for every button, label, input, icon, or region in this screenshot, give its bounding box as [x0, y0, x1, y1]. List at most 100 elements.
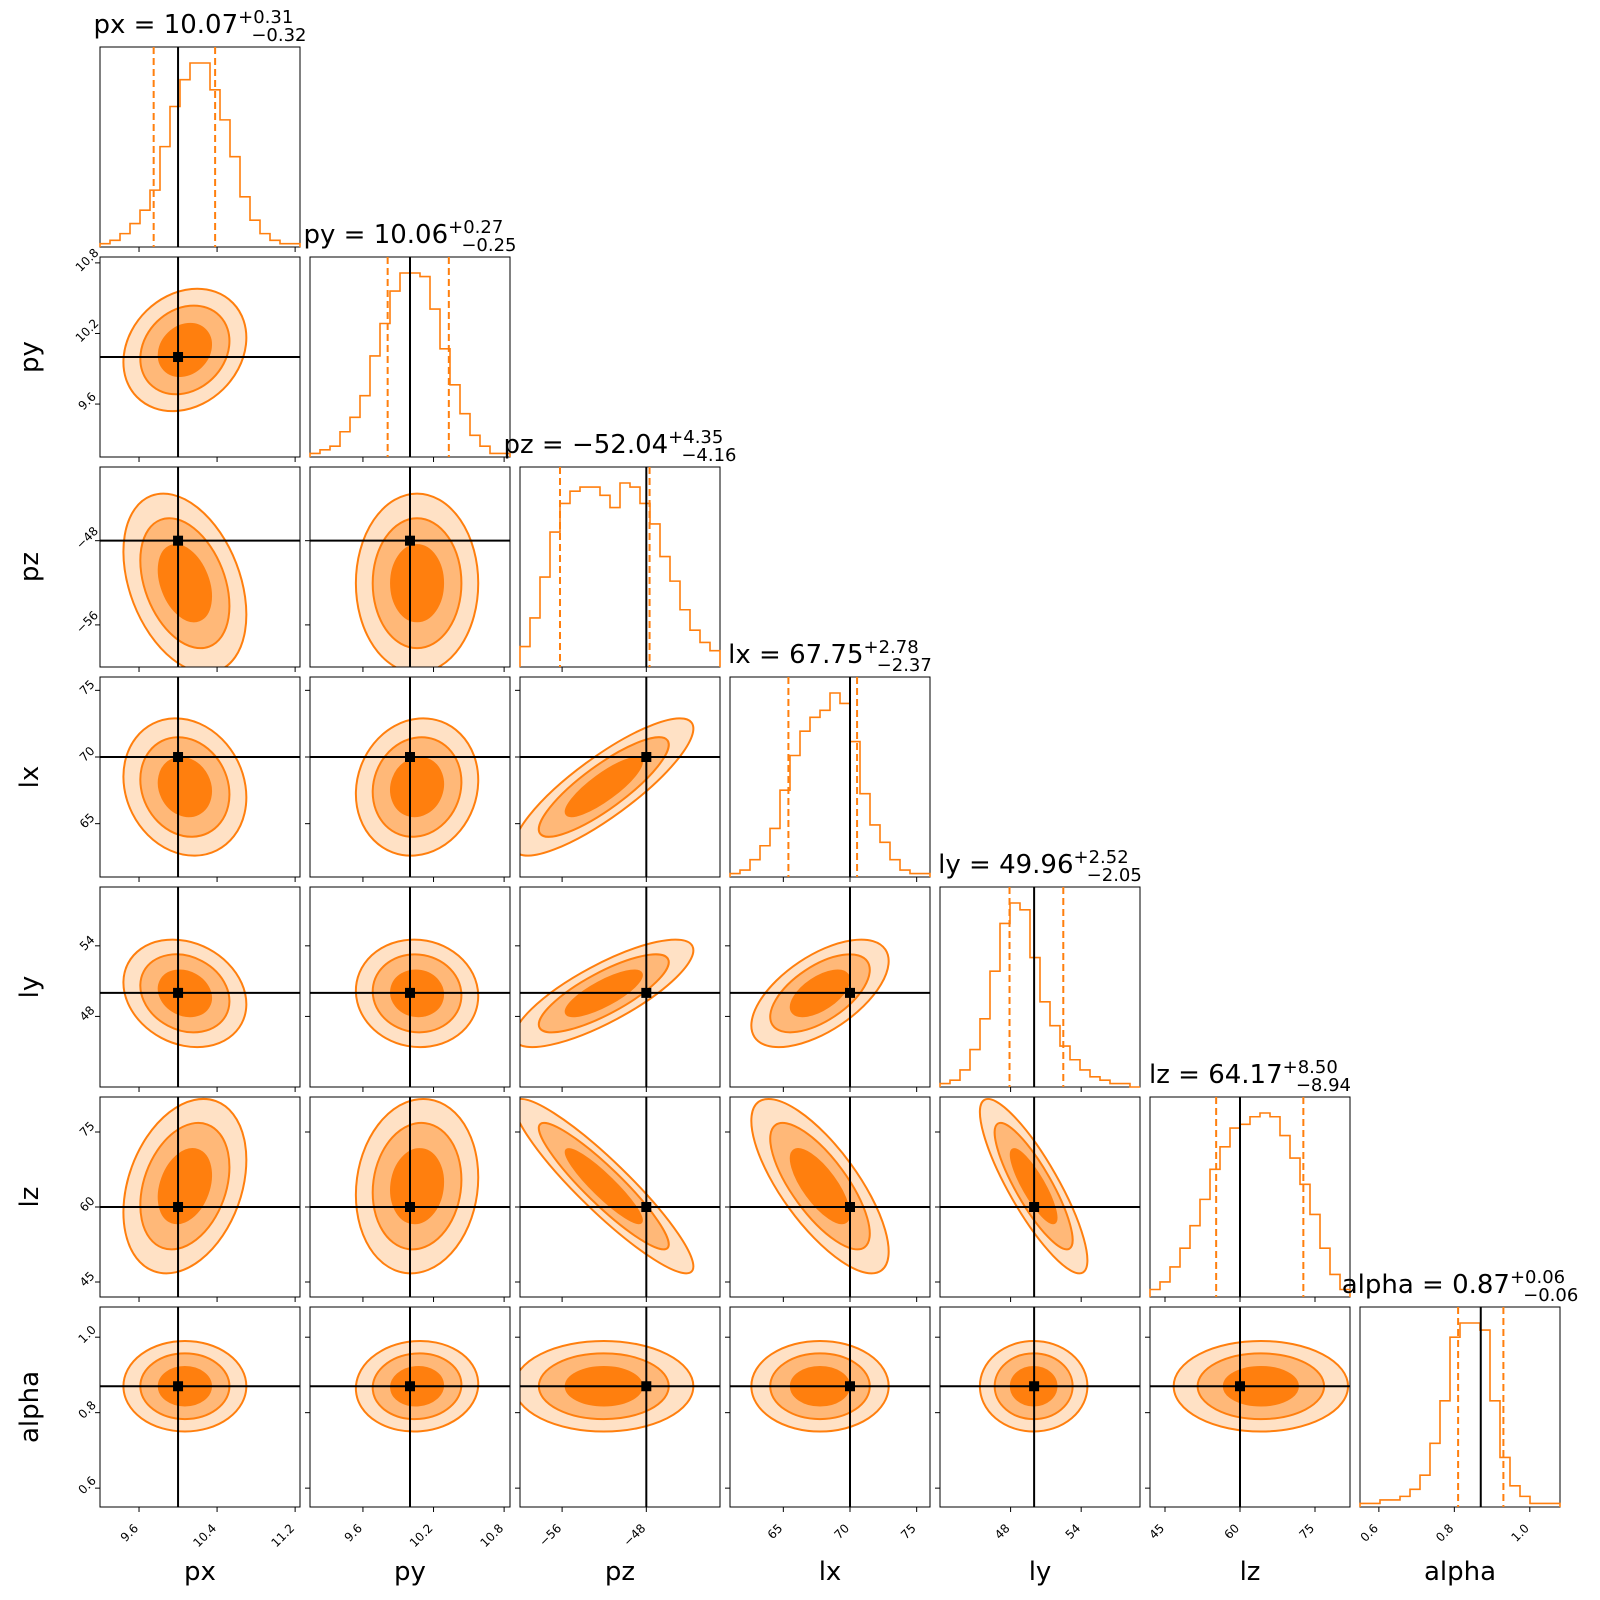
contour-level-3	[157, 756, 213, 818]
y-axis-label-pz: pz	[15, 552, 45, 582]
title-plus: +8.50	[1283, 1057, 1338, 1078]
hist-title-ly: ly = 49.96+2.52 −2.05	[938, 847, 1142, 886]
x-axis-label-lz: lz	[1240, 1557, 1261, 1587]
x-axis-label-pz: pz	[605, 1557, 635, 1587]
contour-level-3	[157, 544, 213, 623]
panel-frame	[99, 466, 301, 668]
x-tick-label: 75	[1296, 1521, 1317, 1542]
y-tick-label: 45	[77, 1269, 98, 1290]
panel-ly-vs-py	[305, 886, 511, 1092]
title-minus: −0.25	[461, 235, 516, 256]
hist-panel-pz: pz = −52.04+4.35 −4.16	[503, 427, 737, 672]
x-tick-label: 60	[1221, 1521, 1242, 1542]
y-tick-label: 9.6	[75, 390, 98, 413]
y-tick-label: −56	[73, 608, 101, 636]
hist-panel-py: py = 10.06+0.27 −0.25	[304, 217, 516, 462]
y-tick-label: 65	[77, 810, 98, 831]
histogram-py	[309, 272, 511, 457]
title-main: lz = 64.17	[1149, 1060, 1283, 1090]
hist-panel-alpha: 0.6 0.8 1.0 alpha = 0.87+0.06 −0.06	[1342, 1267, 1579, 1545]
x-tick-label: 10.4	[190, 1521, 219, 1550]
x-tick-label: 48	[992, 1521, 1013, 1542]
y-tick-label: 0.8	[75, 1398, 98, 1421]
panel-lz-vs-px: 45 60 75	[77, 1096, 301, 1302]
hist-title-px: px = 10.07+0.31 −0.32	[94, 7, 307, 46]
truth-marker	[405, 987, 415, 998]
contour-level-3	[564, 1148, 643, 1225]
y-axis-label-alpha: alpha	[15, 1371, 45, 1443]
panel-frame	[1149, 1306, 1351, 1508]
title-main: ly = 49.96	[938, 850, 1073, 880]
histogram-alpha	[1359, 1322, 1561, 1507]
title-minus: −2.37	[877, 655, 932, 676]
x-tick-label: 9.6	[118, 1521, 141, 1544]
y-tick-label: 10.8	[73, 246, 102, 275]
truth-marker	[641, 752, 652, 762]
panel-frame	[729, 1306, 931, 1508]
panel-lx-vs-py	[305, 676, 511, 882]
panel-ly-vs-px: 48 54	[77, 886, 301, 1092]
truth-marker	[1029, 1202, 1040, 1212]
y-tick-label: 54	[77, 933, 98, 954]
truth-marker	[405, 1381, 415, 1392]
y-tick-label: 60	[77, 1194, 98, 1215]
title-minus: −2.05	[1087, 865, 1142, 886]
contour-level-3	[789, 1148, 851, 1225]
panel-frame	[309, 1306, 511, 1508]
x-tick-label: 9.6	[342, 1521, 365, 1544]
truth-marker	[641, 1202, 652, 1212]
y-axis-label-py: py	[15, 341, 45, 373]
x-tick-label: 54	[1063, 1521, 1084, 1542]
panel-frame	[939, 1306, 1141, 1508]
panel-frame	[99, 676, 301, 878]
x-tick-label: 10.8	[477, 1521, 506, 1550]
panel-ly-vs-lx	[725, 886, 931, 1092]
hist-title-lz: lz = 64.17+8.50 −8.94	[1149, 1057, 1351, 1096]
title-main: py = 10.06	[304, 220, 449, 250]
title-plus: +2.78	[864, 637, 919, 658]
truth-marker	[845, 1381, 855, 1392]
panel-lz-vs-ly	[935, 1096, 1141, 1302]
panel-frame	[309, 676, 511, 878]
hist-panel-px: px = 10.07+0.31 −0.32	[94, 7, 307, 252]
truth-marker	[641, 987, 652, 998]
y-axis-label-lz: lz	[15, 1187, 45, 1208]
panel-frame	[519, 676, 721, 878]
panel-frame	[519, 1096, 721, 1298]
x-tick-label: 0.6	[1358, 1521, 1381, 1544]
truth-marker	[845, 987, 855, 998]
panel-pz-vs-px: −56 −48	[73, 466, 301, 672]
panel-frame	[309, 886, 511, 1088]
truth-marker	[1235, 1381, 1245, 1392]
panel-frame	[99, 46, 301, 248]
panel-frame	[1149, 1096, 1351, 1298]
panel-frame	[519, 886, 721, 1088]
title-minus: −0.32	[251, 25, 306, 46]
panel-ly-vs-pz	[515, 886, 721, 1092]
panel-frame	[1359, 1306, 1561, 1508]
truth-marker	[405, 752, 415, 762]
truth-marker	[173, 352, 184, 362]
truth-marker	[405, 535, 415, 546]
panel-frame	[729, 886, 931, 1088]
panel-frame	[99, 256, 301, 458]
title-plus: +2.52	[1074, 847, 1129, 868]
panel-lz-vs-py	[305, 1096, 511, 1302]
x-tick-label: 45	[1146, 1521, 1167, 1542]
y-tick-label: 1.0	[75, 1323, 98, 1346]
title-minus: −8.94	[1296, 1075, 1351, 1096]
panel-frame	[309, 466, 511, 668]
panel-lx-vs-pz	[515, 676, 721, 882]
panel-alpha-vs-px: 9.6 10.4 11.2 0.6 0.8 1.0	[75, 1306, 301, 1550]
panel-alpha-vs-ly: 48 54	[935, 1306, 1141, 1542]
title-plus: +0.31	[238, 7, 293, 28]
panel-alpha-vs-lz: 45 60 75	[1145, 1306, 1351, 1542]
histogram-lx	[729, 692, 931, 877]
hist-panel-lz: lz = 64.17+8.50 −8.94	[1149, 1057, 1351, 1302]
x-tick-label: 1.0	[1509, 1521, 1532, 1544]
truth-marker	[173, 1202, 184, 1212]
x-axis-label-py: py	[394, 1557, 426, 1587]
panel-lx-vs-px: 65 70 75	[77, 676, 301, 882]
x-tick-label: 11.2	[268, 1521, 297, 1550]
